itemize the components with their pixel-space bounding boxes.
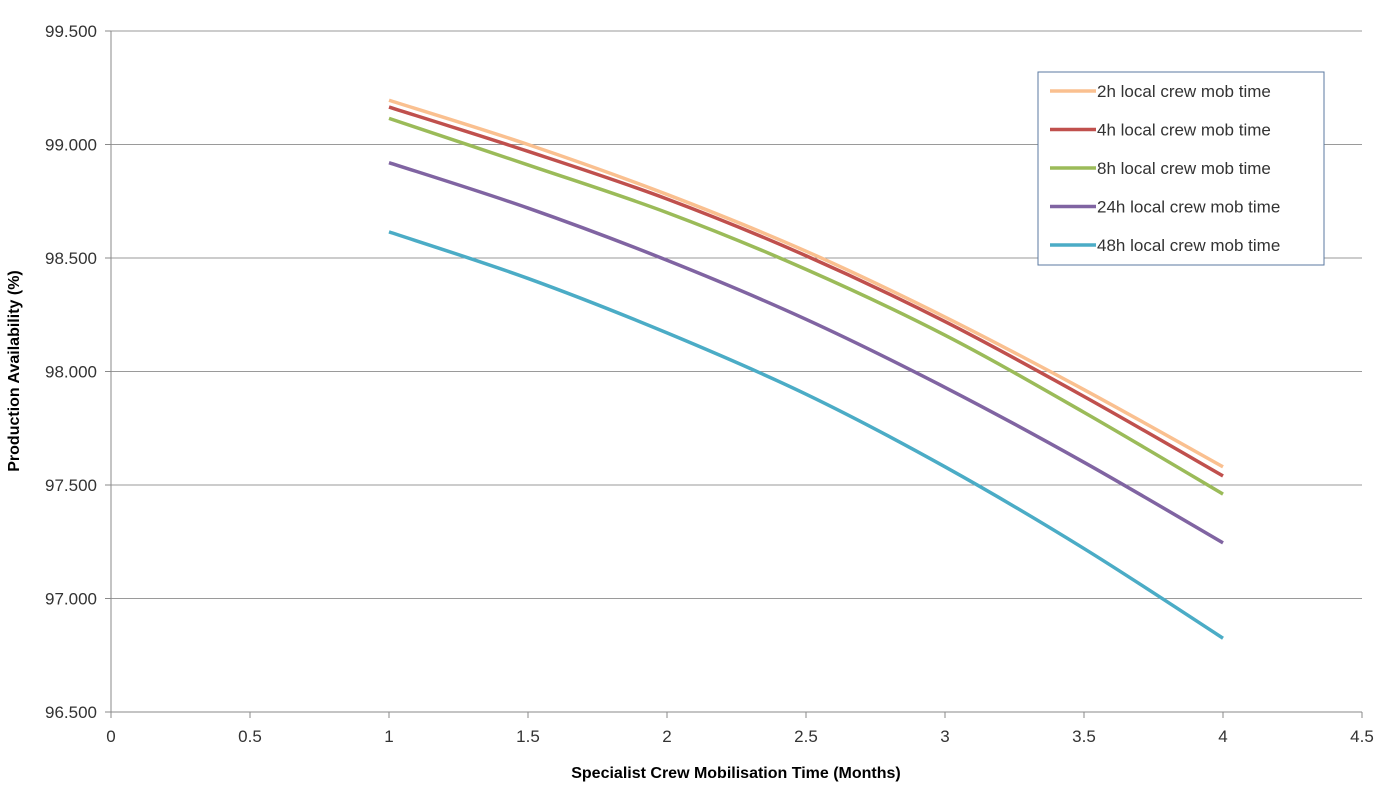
x-tick-label: 1.5: [516, 727, 540, 746]
y-tick-label: 98.000: [45, 363, 97, 382]
y-tick-label: 99.500: [45, 22, 97, 41]
x-axis-title: Specialist Crew Mobilisation Time (Month…: [571, 765, 901, 782]
x-tick-label: 0: [106, 727, 115, 746]
x-tick-label: 3.5: [1072, 727, 1096, 746]
axes: [105, 30, 1363, 718]
y-tick-label: 98.500: [45, 249, 97, 268]
legend-label: 48h local crew mob time: [1097, 236, 1280, 255]
y-tick-label: 99.000: [45, 136, 97, 155]
legend-label: 8h local crew mob time: [1097, 159, 1271, 178]
x-tick-label: 0.5: [238, 727, 262, 746]
y-tick-label: 97.500: [45, 476, 97, 495]
series-line: [388, 116, 1224, 496]
x-tick-label: 4: [1218, 727, 1227, 746]
y-tick-label: 97.000: [45, 590, 97, 609]
y-tick-label: 96.500: [45, 703, 97, 722]
x-tick-label: 2: [662, 727, 671, 746]
series-line: [388, 98, 1224, 469]
legend-label: 2h local crew mob time: [1097, 82, 1271, 101]
series-line: [388, 230, 1224, 640]
legend-label: 4h local crew mob time: [1097, 121, 1271, 140]
x-tick-label: 1: [384, 727, 393, 746]
x-tick-label: 3: [940, 727, 949, 746]
gridlines: [111, 30, 1362, 599]
series-lines: [388, 98, 1224, 640]
legend-label: 24h local crew mob time: [1097, 198, 1280, 217]
x-tick-label: 2.5: [794, 727, 818, 746]
y-axis-title: Production Availability (%): [6, 270, 23, 472]
series-line: [388, 105, 1224, 478]
series-line: [388, 160, 1224, 545]
tick-labels: 96.500 97.000 97.500 98.000 98.500 99.000 99.5…: [45, 22, 1374, 746]
legend: 2h local crew mob time 4h local crew mob …: [1037, 71, 1325, 266]
x-tick-label: 4.5: [1350, 727, 1374, 746]
